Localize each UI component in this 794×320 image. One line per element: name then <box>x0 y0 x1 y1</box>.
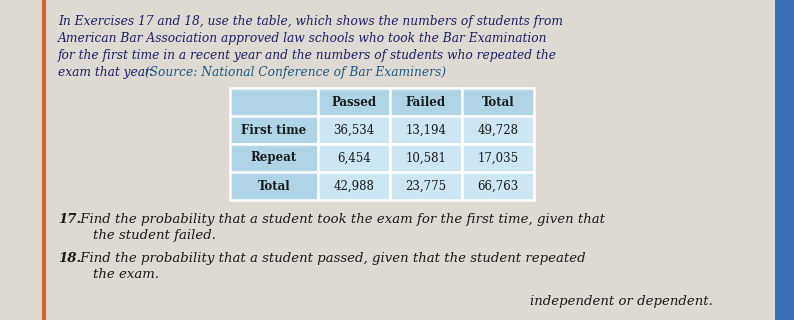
Text: Passed: Passed <box>331 95 376 108</box>
Text: 10,581: 10,581 <box>406 151 446 164</box>
FancyBboxPatch shape <box>390 88 462 116</box>
Text: (Source: National Conference of Bar Examiners): (Source: National Conference of Bar Exam… <box>141 66 446 79</box>
Text: the student failed.: the student failed. <box>76 229 216 242</box>
FancyBboxPatch shape <box>390 144 462 172</box>
Text: Total: Total <box>482 95 515 108</box>
Text: Failed: Failed <box>406 95 446 108</box>
Text: 49,728: 49,728 <box>477 124 518 137</box>
Text: 36,534: 36,534 <box>333 124 375 137</box>
FancyBboxPatch shape <box>390 172 462 200</box>
Text: 17,035: 17,035 <box>477 151 518 164</box>
Text: for the first time in a recent year and the numbers of students who repeated the: for the first time in a recent year and … <box>58 49 557 62</box>
FancyBboxPatch shape <box>318 144 390 172</box>
Text: 17.: 17. <box>58 213 81 226</box>
Text: In Exercises 17 and 18, use the table, which shows the numbers of students from: In Exercises 17 and 18, use the table, w… <box>58 15 563 28</box>
Text: 66,763: 66,763 <box>477 180 518 193</box>
Text: Find the probability that a student passed, given that the student repeated: Find the probability that a student pass… <box>76 252 586 265</box>
Text: Repeat: Repeat <box>251 151 297 164</box>
FancyBboxPatch shape <box>775 0 794 320</box>
Text: 42,988: 42,988 <box>333 180 375 193</box>
FancyBboxPatch shape <box>230 144 318 172</box>
Text: Total: Total <box>258 180 291 193</box>
FancyBboxPatch shape <box>230 88 318 116</box>
FancyBboxPatch shape <box>390 116 462 144</box>
FancyBboxPatch shape <box>462 116 534 144</box>
Text: 13,194: 13,194 <box>406 124 446 137</box>
FancyBboxPatch shape <box>230 116 318 144</box>
Text: independent or dependent.: independent or dependent. <box>530 295 713 308</box>
Text: the exam.: the exam. <box>76 268 159 281</box>
FancyBboxPatch shape <box>462 172 534 200</box>
Text: exam that year.: exam that year. <box>58 66 153 79</box>
FancyBboxPatch shape <box>318 172 390 200</box>
Text: 23,775: 23,775 <box>406 180 446 193</box>
Text: 6,454: 6,454 <box>337 151 371 164</box>
FancyBboxPatch shape <box>462 88 534 116</box>
Text: 18.: 18. <box>58 252 81 265</box>
FancyBboxPatch shape <box>462 144 534 172</box>
FancyBboxPatch shape <box>230 172 318 200</box>
Text: Find the probability that a student took the exam for the first time, given that: Find the probability that a student took… <box>76 213 605 226</box>
Text: American Bar Association approved law schools who took the Bar Examination: American Bar Association approved law sc… <box>58 32 548 45</box>
FancyBboxPatch shape <box>318 116 390 144</box>
Text: First time: First time <box>241 124 306 137</box>
FancyBboxPatch shape <box>318 88 390 116</box>
